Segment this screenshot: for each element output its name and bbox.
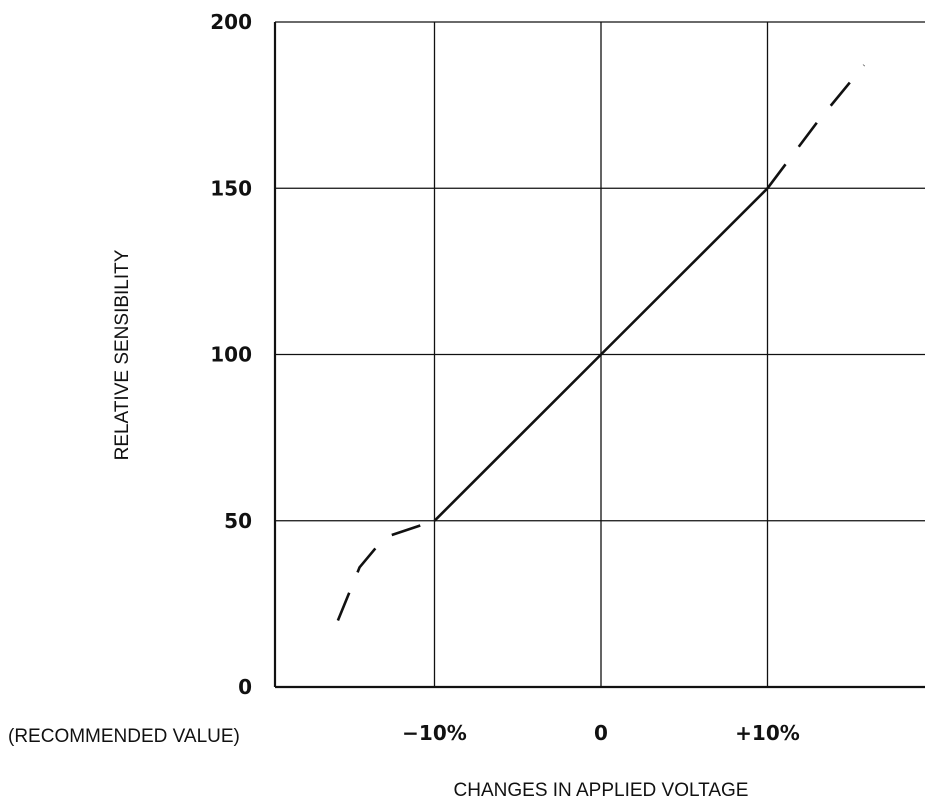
series-line-solid bbox=[433, 187, 769, 522]
y-tick-label: 150 bbox=[210, 176, 252, 200]
series-line-dashed bbox=[336, 519, 435, 621]
x-axis-label: CHANGES IN APPLIED VOLTAGE bbox=[454, 780, 749, 801]
axes bbox=[273, 22, 925, 689]
y-tick-label: 0 bbox=[238, 675, 252, 699]
recommended-value-note: (RECOMMENDED VALUE) bbox=[8, 726, 240, 747]
y-axis-label: RELATIVE SENSIBILITY bbox=[112, 249, 133, 460]
y-tick-label: 200 bbox=[210, 10, 252, 34]
x-tick-labels: −10% 0 +10% bbox=[402, 721, 800, 745]
y-tick-label: 100 bbox=[210, 343, 252, 367]
series-line-dashed bbox=[766, 64, 866, 190]
y-tick-labels: 0 50 100 150 200 bbox=[210, 10, 252, 699]
y-tick-label: 50 bbox=[224, 509, 252, 533]
x-tick-label: −10% bbox=[402, 721, 467, 745]
series-layer bbox=[336, 64, 866, 621]
x-tick-label: 0 bbox=[594, 721, 608, 745]
x-tick-label: +10% bbox=[735, 721, 800, 745]
